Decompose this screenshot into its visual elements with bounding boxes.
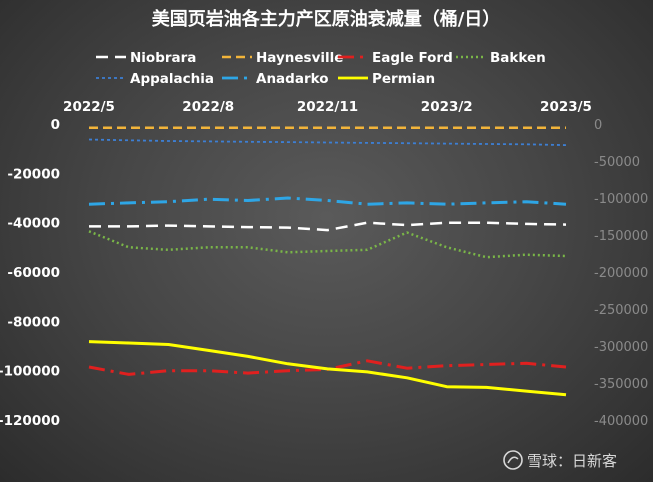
y-left-tick-label: -60000 (7, 265, 60, 281)
y-left-tick-label: -20000 (7, 166, 60, 182)
y-right-tick-label: -200000 (594, 266, 648, 281)
x-tick-label: 2022/8 (182, 99, 234, 115)
legend-label: Niobrara (130, 50, 196, 66)
legend-label: Eagle Ford (372, 50, 453, 66)
watermark-text: 雪球：日新客 (527, 452, 617, 470)
legend-item-permian: Permian (338, 71, 435, 87)
y-right-tick-label: -400000 (594, 414, 648, 429)
chart-title: 美国页岩油各主力产区原油衰减量（桶/日） (152, 8, 501, 30)
y-left-tick-label: -120000 (0, 413, 60, 429)
legend-item-niobrara: Niobrara (96, 50, 196, 66)
series-line-permian (88, 340, 567, 397)
legend-label: Anadarko (256, 71, 329, 87)
y-left-tick-label: -40000 (7, 216, 60, 232)
legend-item-anadarko: Anadarko (222, 71, 329, 87)
legend-label: Bakken (490, 50, 546, 66)
x-tick-label: 2023/5 (540, 99, 592, 115)
y-left-tick-label: -80000 (7, 314, 60, 330)
legend-label: Haynesville (256, 50, 343, 66)
x-tick-label: 2023/2 (421, 99, 473, 115)
series-line-bakken (88, 230, 567, 259)
snowball-logo-swirl-icon (507, 456, 519, 464)
y-right-tick-label: -100000 (594, 192, 648, 207)
y-right-tick-label: 0 (594, 118, 602, 133)
legend: Niobrara Haynesville Eagle Ford Bakken Appal… (96, 50, 546, 87)
y-left-tick-label: 0 (51, 117, 60, 133)
x-tick-label: 2022/5 (63, 99, 115, 115)
snowball-logo-icon (503, 450, 523, 470)
y-left-tick-label: -100000 (0, 364, 60, 380)
y-right-tick-label: -50000 (594, 155, 640, 170)
y-right-tick-label: -300000 (594, 340, 648, 355)
series-lines (88, 126, 567, 397)
series-line-appalachia (88, 138, 567, 146)
legend-item-haynesville: Haynesville (222, 50, 343, 66)
x-axis: 2022/5 2022/8 2022/11 2023/2 2023/5 (63, 99, 592, 115)
legend-item-eagle-ford: Eagle Ford (338, 50, 453, 66)
legend-item-appalachia: Appalachia (96, 71, 214, 87)
legend-item-bakken: Bakken (456, 50, 546, 66)
series-line-anadarko (88, 196, 567, 206)
watermark: 雪球：日新客 (503, 450, 617, 470)
legend-label: Appalachia (130, 71, 214, 87)
y-axis-right: 0 -50000 -100000 -150000 -200000 -250000 -3000… (594, 118, 648, 429)
series-line-niobrara (89, 221, 567, 232)
y-axis-left: 0 -20000 -40000 -60000 -80000 -100000 -120000 (0, 117, 60, 429)
y-right-tick-label: -350000 (594, 377, 648, 392)
x-tick-label: 2022/11 (297, 99, 358, 115)
legend-label: Permian (372, 71, 435, 87)
y-right-tick-label: -150000 (594, 229, 648, 244)
y-right-tick-label: -250000 (594, 303, 648, 318)
